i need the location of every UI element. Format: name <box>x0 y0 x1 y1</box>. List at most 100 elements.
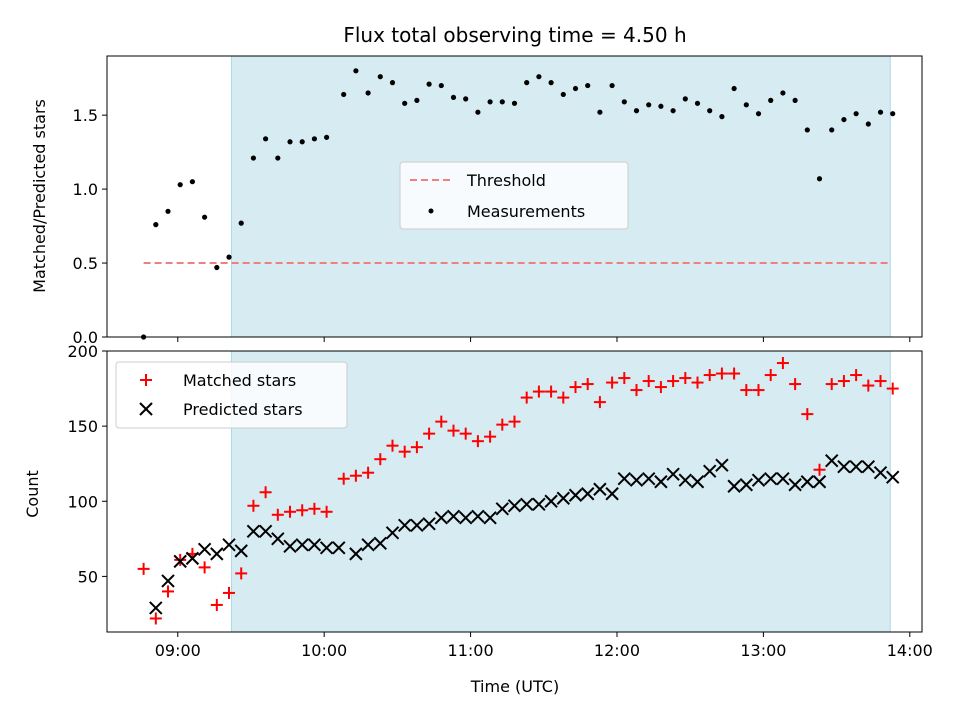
matched-point <box>728 367 741 380</box>
matched-point <box>715 367 728 380</box>
predicted-point <box>283 539 297 554</box>
ratio-axis-ticks: 0.0 0.5 1.0 1.5 <box>73 106 911 347</box>
predicted-point <box>654 475 668 489</box>
matched-point <box>886 382 899 395</box>
predicted-point <box>234 544 248 558</box>
predicted-point <box>307 538 322 552</box>
predicted-point <box>319 541 334 555</box>
measurement-point <box>646 102 652 108</box>
measurement-point <box>829 127 835 133</box>
measurement-point <box>353 68 359 74</box>
measurement-point <box>153 222 159 228</box>
matched-point <box>198 561 211 574</box>
matched-point <box>837 375 850 388</box>
y-tick-label: 150 <box>67 417 98 436</box>
count-legend: Matched stars Predicted stars <box>115 361 348 429</box>
predicted-point <box>776 472 790 486</box>
measurement-point <box>707 108 713 114</box>
predicted-point <box>446 509 461 524</box>
matched-point <box>471 435 484 448</box>
ratio-y-axis-label: Matched/Predicted stars <box>30 99 49 293</box>
y-tick-label: 100 <box>67 492 98 511</box>
predicted-point <box>593 482 607 496</box>
predicted-legend-label: Predicted stars <box>183 400 303 419</box>
y-tick-label: 0.5 <box>73 254 98 273</box>
matched-point <box>435 415 448 428</box>
measurement-point <box>475 109 481 115</box>
count-panel: 09:00 10:00 11:00 12:00 13:00 14:00 50 100 150 20… <box>23 342 933 696</box>
predicted-point <box>295 538 309 552</box>
matched-legend-swatch <box>140 374 152 386</box>
predicted-point <box>271 532 285 546</box>
measurement-point <box>841 116 847 123</box>
count-legend-box <box>115 361 348 429</box>
measurement-point <box>694 100 701 106</box>
predicted-point <box>873 466 888 480</box>
matched-point <box>337 472 350 485</box>
predicted-point <box>361 538 375 552</box>
predicted-point <box>210 547 224 561</box>
measurement-point <box>585 82 591 89</box>
measurement-point <box>275 155 281 161</box>
predicted-legend-swatch <box>139 402 153 416</box>
measurement-point <box>524 80 530 86</box>
matched-point <box>569 381 582 394</box>
measurement-point <box>487 99 493 105</box>
matched-point <box>764 369 777 382</box>
measurement-point <box>438 82 444 89</box>
matched-point <box>581 378 594 391</box>
predicted-point <box>471 509 485 524</box>
predicted-point <box>861 459 876 474</box>
count-axis-ticks: 09:00 10:00 11:00 12:00 13:00 14:00 50 100 150 20… <box>67 342 932 660</box>
matched-point <box>423 427 436 440</box>
predicted-point <box>678 473 693 487</box>
measurement-point <box>202 214 208 220</box>
measurement-point <box>426 81 432 87</box>
measurement-point <box>177 182 183 188</box>
matched-point <box>349 469 362 482</box>
matched-point <box>174 553 187 566</box>
predicted-point <box>580 487 595 501</box>
predicted-point <box>332 541 346 555</box>
measurement-point <box>250 155 257 161</box>
matched-point <box>532 385 545 398</box>
predicted-point <box>788 478 802 492</box>
matched-point <box>813 463 826 476</box>
predicted-point <box>173 554 187 569</box>
measurement-point <box>609 82 615 89</box>
predicted-point <box>800 475 815 489</box>
predicted-point <box>519 497 534 511</box>
matched-legend-label: Matched stars <box>183 371 296 390</box>
measurement-point <box>597 109 603 115</box>
predicted-point <box>458 511 473 525</box>
measurement-point <box>780 90 786 96</box>
measurement-point <box>768 97 774 103</box>
matched-point <box>654 381 667 394</box>
ratio-legend: Threshold Measurements <box>399 161 629 230</box>
matched-point <box>308 502 321 515</box>
matched-point <box>752 384 765 397</box>
matched-point <box>374 453 387 466</box>
matched-point <box>410 441 423 454</box>
predicted-point <box>641 472 656 486</box>
predicted-point <box>483 511 497 525</box>
measurement-point <box>804 127 810 133</box>
measurement-point <box>450 94 457 101</box>
predicted-point <box>373 536 388 551</box>
predicted-point <box>617 472 632 486</box>
measurement-point <box>414 97 420 103</box>
predicted-point <box>666 467 680 481</box>
x-tick-label: 11:00 <box>448 641 494 660</box>
matched-point <box>862 379 875 392</box>
matched-point <box>850 369 863 382</box>
matched-point <box>776 357 789 370</box>
predicted-point <box>568 488 583 502</box>
y-tick-label: 0.0 <box>73 328 98 347</box>
predicted-point <box>629 473 644 487</box>
measurement-point <box>877 109 884 115</box>
matched-point <box>545 385 558 398</box>
predicted-point <box>727 479 741 493</box>
predicted-point <box>751 473 766 487</box>
measurement-point <box>536 74 542 80</box>
ratio-panel: 0.0 0.5 1.0 1.5 Matched/Predicted stars Thr… <box>30 55 923 347</box>
